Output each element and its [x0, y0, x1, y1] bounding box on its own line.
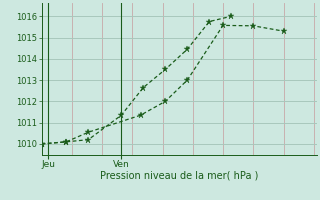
X-axis label: Pression niveau de la mer( hPa ): Pression niveau de la mer( hPa ): [100, 171, 258, 181]
